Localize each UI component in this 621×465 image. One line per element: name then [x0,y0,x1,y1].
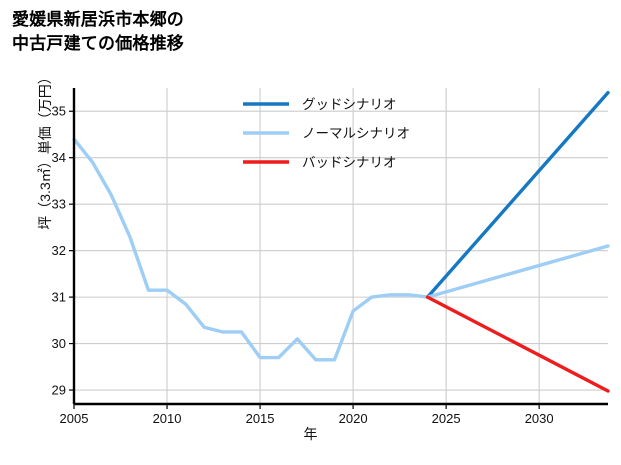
y-tick-label: 31 [52,290,66,305]
data-series-group [72,90,610,393]
page-title: 愛媛県新居浜市本郷の 中古戸建ての価格推移 [12,10,184,54]
x-tick-label: 2005 [60,411,89,426]
y-tick-label: 35 [52,104,66,119]
y-axis-label: 坪（3.3㎡）単価（万円） [37,70,53,230]
legend-label: ノーマルシナリオ [302,126,410,141]
x-tick-label: 2025 [432,411,461,426]
x-tick-label: 2020 [339,411,368,426]
y-tick-label: 34 [52,150,66,165]
series-line [72,137,430,362]
y-tick-label: 33 [52,197,66,212]
x-axis-label: 年 [303,426,318,442]
series-line [425,295,610,393]
y-tick-label: 32 [52,243,66,258]
x-tick-label: 2030 [525,411,554,426]
y-tick-label: 30 [52,336,66,351]
y-axis-label-wrap: 坪（3.3㎡）単価（万円） [35,0,55,310]
legend-label: グッドシナリオ [302,97,397,112]
axis-frame [72,88,608,406]
y-tick-label: 29 [52,383,66,398]
series-line [425,244,610,299]
legend-label: バッドシナリオ [302,155,397,170]
x-axis-ticks: 2005 2010 2015 2020 2025 2030 [60,404,554,426]
x-tick-label: 2010 [153,411,182,426]
x-tick-label: 2015 [246,411,275,426]
series-line [425,90,610,299]
y-axis-ticks: 29 30 31 32 33 34 35 [52,104,74,398]
